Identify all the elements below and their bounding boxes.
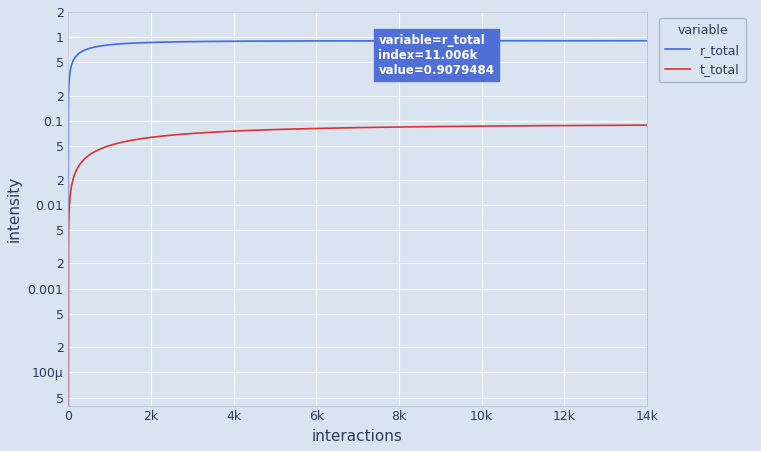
- r_total: [409, 38, 419, 43]
- Legend: r_total, t_total: r_total, t_total: [659, 18, 747, 82]
- r_total: [331, 38, 340, 44]
- t_total: [331, 125, 340, 131]
- t_total: [244, 128, 253, 133]
- t_total: [571, 123, 580, 128]
- Text: variable=r_total
index=11.006k
value=0.9079484: variable=r_total index=11.006k value=0.9…: [378, 34, 495, 77]
- Y-axis label: intensity: intensity: [7, 176, 22, 242]
- r_total: [244, 38, 253, 44]
- t_total: [642, 123, 651, 128]
- r_total: [245, 38, 254, 44]
- Line: r_total: r_total: [68, 41, 647, 451]
- r_total: [642, 38, 651, 43]
- X-axis label: interactions: interactions: [312, 429, 403, 444]
- t_total: [245, 128, 254, 133]
- t_total: [213, 129, 222, 134]
- Line: t_total: t_total: [68, 125, 647, 451]
- r_total: [571, 38, 580, 43]
- r_total: [213, 39, 222, 44]
- t_total: [409, 124, 419, 129]
